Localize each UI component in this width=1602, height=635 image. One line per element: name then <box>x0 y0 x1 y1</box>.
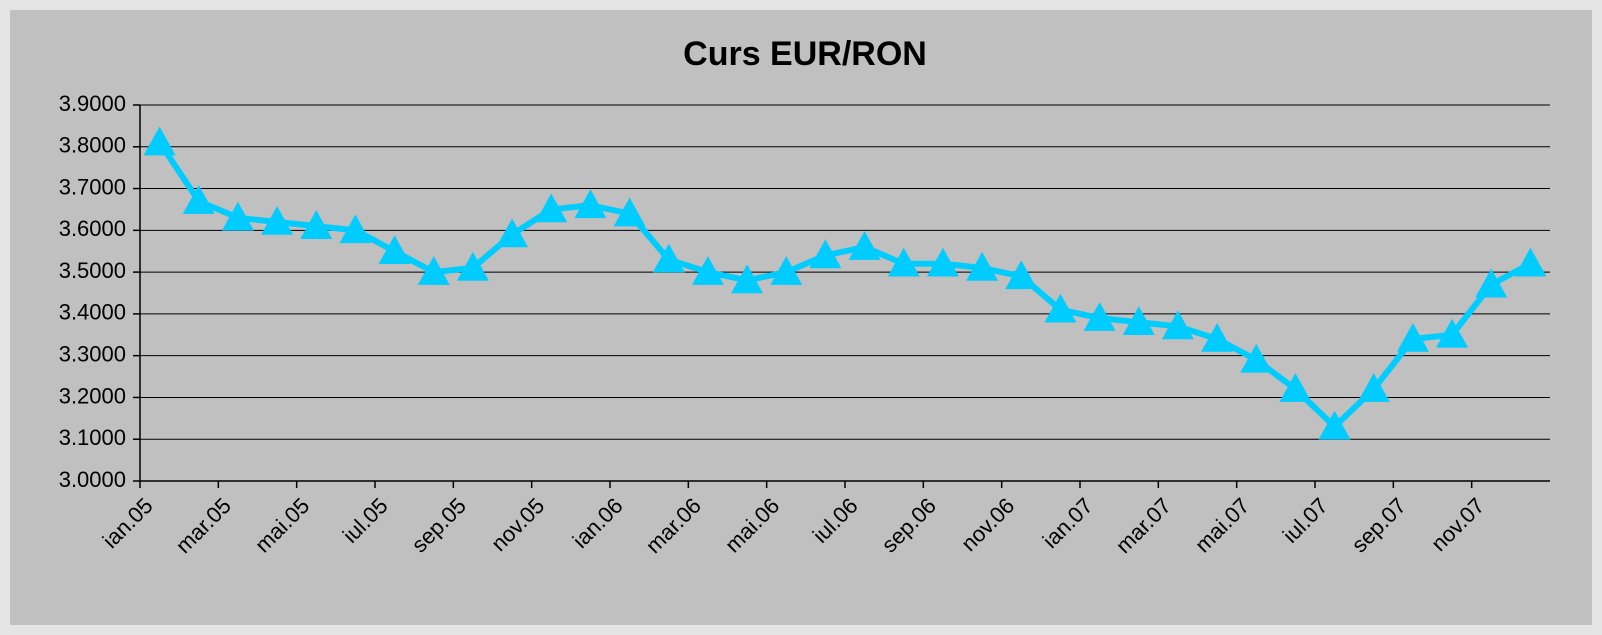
marker <box>691 256 724 285</box>
y-tick-label: 3.7000 <box>59 174 126 199</box>
marker <box>456 251 489 281</box>
marker <box>926 247 959 277</box>
marker <box>1161 310 1194 340</box>
y-tick-label: 3.5000 <box>59 258 126 283</box>
y-tick-label: 3.8000 <box>59 133 126 158</box>
marker <box>1514 247 1547 277</box>
marker <box>221 201 254 231</box>
y-tick-label: 3.1000 <box>59 425 126 450</box>
marker <box>770 256 803 285</box>
marker <box>300 210 333 239</box>
marker <box>1083 302 1116 331</box>
marker <box>731 264 764 294</box>
marker <box>339 214 372 244</box>
marker <box>1044 293 1077 323</box>
marker <box>848 231 881 260</box>
marker <box>1436 318 1469 348</box>
marker <box>1122 306 1155 336</box>
marker <box>1240 343 1273 373</box>
marker <box>1357 373 1390 402</box>
marker <box>574 189 607 219</box>
marker <box>809 239 842 269</box>
marker <box>1201 322 1234 352</box>
marker <box>1005 260 1038 290</box>
marker <box>417 256 450 285</box>
marker <box>182 185 215 214</box>
marker <box>887 247 920 277</box>
marker <box>261 205 294 235</box>
y-tick-label: 3.4000 <box>59 300 126 325</box>
chart-title: Curs EUR/RON <box>683 35 927 73</box>
marker <box>613 197 646 227</box>
marker <box>496 218 529 248</box>
marker <box>378 235 411 265</box>
y-tick-label: 3.2000 <box>59 383 126 408</box>
y-tick-label: 3.6000 <box>59 216 126 241</box>
marker <box>143 126 176 156</box>
chart-area <box>10 10 1592 625</box>
marker <box>1475 268 1508 298</box>
marker <box>535 193 568 223</box>
marker <box>966 251 999 281</box>
y-tick-label: 3.9000 <box>59 91 126 116</box>
marker <box>652 243 685 273</box>
marker <box>1318 410 1351 440</box>
marker <box>1396 322 1429 352</box>
marker <box>1279 373 1312 402</box>
y-tick-label: 3.3000 <box>59 341 126 366</box>
y-tick-label: 3.0000 <box>59 467 126 492</box>
